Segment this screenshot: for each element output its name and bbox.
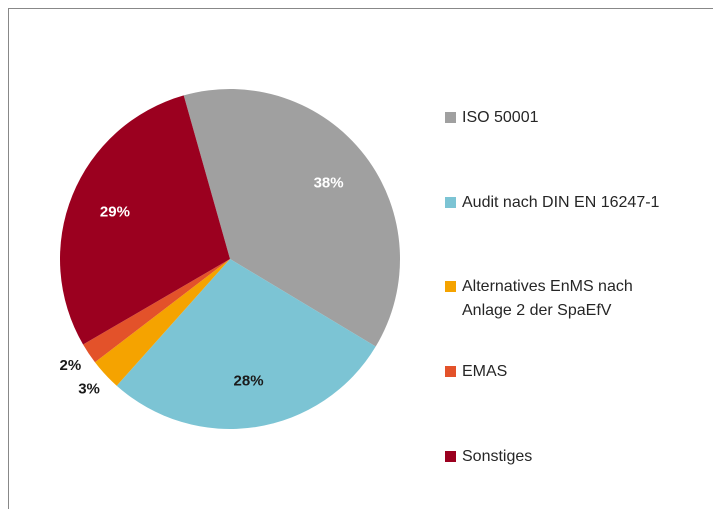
data-label: 29% — [100, 203, 130, 220]
legend-label: ISO 50001 — [462, 109, 539, 126]
pie-slice — [183, 89, 400, 347]
pie-slice — [94, 259, 230, 386]
legend-item: EMAS — [445, 360, 685, 384]
pie-slice — [116, 259, 376, 430]
legend-item: Audit nach DIN EN 16247-1 — [445, 191, 685, 215]
legend-item: Sonstiges — [445, 445, 685, 469]
legend-label: Alternatives EnMS nach Anlage 2 der SpaE… — [462, 278, 633, 320]
data-label: 28% — [234, 373, 264, 390]
data-label: 3% — [78, 380, 100, 397]
data-label: 38% — [314, 175, 344, 192]
legend-swatch — [445, 450, 456, 462]
frame — [8, 8, 713, 509]
legend-label: EMAS — [462, 363, 508, 381]
pie-slice — [60, 95, 231, 345]
pie-slice — [83, 259, 231, 363]
legend-item: Alternatives EnMS nach Anlage 2 der SpaE… — [445, 275, 685, 323]
legend-swatch — [445, 281, 456, 293]
legend-swatch — [445, 366, 456, 378]
legend-swatch — [445, 112, 456, 123]
legend-swatch — [445, 196, 456, 208]
legend-label: Audit nach DIN EN 16247-1 — [462, 193, 660, 211]
data-label: 2% — [60, 357, 82, 374]
legend-label: Sonstiges — [462, 447, 533, 465]
legend-item: ISO 50001 — [445, 106, 685, 130]
